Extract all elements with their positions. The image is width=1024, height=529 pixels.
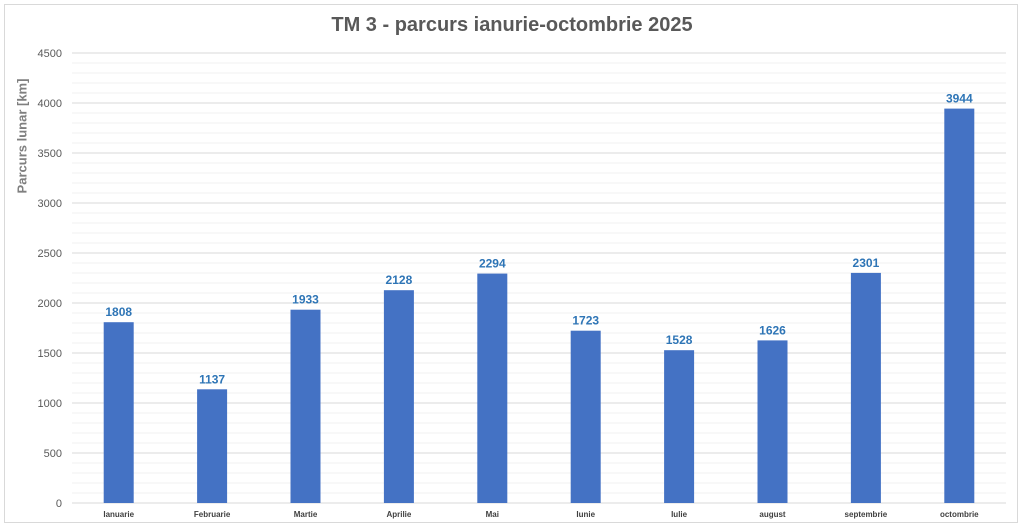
- x-tick-label: Ianuarie: [103, 510, 134, 519]
- x-tick-label: octombrie: [940, 510, 979, 519]
- data-label: 2128: [386, 273, 413, 287]
- x-tick-label: septembrie: [845, 510, 888, 519]
- bar: [103, 322, 134, 503]
- bar: [757, 340, 788, 503]
- data-label: 2294: [479, 257, 506, 271]
- x-tick-label: Martie: [294, 510, 318, 519]
- x-axis-ticks: Ianuarie Februarie Martie Aprilie Mai Iunie Iu…: [103, 510, 979, 519]
- x-tick-label: Mai: [486, 510, 499, 519]
- data-label: 1723: [572, 314, 599, 328]
- y-tick-label: 2500: [38, 248, 62, 260]
- data-label: 3944: [946, 92, 973, 106]
- x-tick-label: Aprilie: [386, 510, 411, 519]
- data-label: 2301: [853, 256, 880, 270]
- y-axis-ticks: 0 500 1000 1500 2000 2500 3000 3500 4000 4500: [38, 48, 62, 510]
- bar: [664, 350, 695, 503]
- data-label: 1808: [105, 305, 132, 319]
- y-tick-label: 4500: [38, 48, 62, 60]
- bar: [290, 309, 321, 503]
- y-tick-label: 2000: [38, 298, 62, 310]
- bar: [197, 389, 228, 503]
- data-labels: 1808 1137 1933 2128 2294 1723 1528 1626 2301 3944: [105, 92, 973, 387]
- data-label: 1528: [666, 333, 693, 347]
- minor-gridlines: [72, 62, 1006, 494]
- x-tick-label: Iunie: [576, 510, 595, 519]
- bars: [103, 108, 975, 503]
- data-label: 1626: [759, 323, 786, 337]
- y-tick-label: 1000: [38, 398, 62, 410]
- x-tick-label: Februarie: [194, 510, 231, 519]
- data-label: 1933: [292, 293, 319, 307]
- chart-title: TM 3 - parcurs ianurie-octombrie 2025: [331, 14, 693, 36]
- y-tick-label: 4000: [38, 98, 62, 110]
- y-tick-label: 1500: [38, 348, 62, 360]
- y-tick-label: 500: [44, 448, 62, 460]
- bar: [850, 272, 881, 503]
- x-tick-label: Iulie: [671, 510, 688, 519]
- data-label: 1137: [199, 372, 225, 386]
- bar: [383, 290, 414, 503]
- bar: [944, 108, 975, 503]
- y-tick-label: 3000: [38, 198, 62, 210]
- bar: [570, 330, 601, 503]
- bar: [477, 273, 508, 503]
- major-gridlines: [72, 52, 1006, 504]
- y-tick-label: 0: [56, 498, 62, 510]
- x-tick-label: august: [759, 510, 786, 519]
- y-tick-label: 3500: [38, 148, 62, 160]
